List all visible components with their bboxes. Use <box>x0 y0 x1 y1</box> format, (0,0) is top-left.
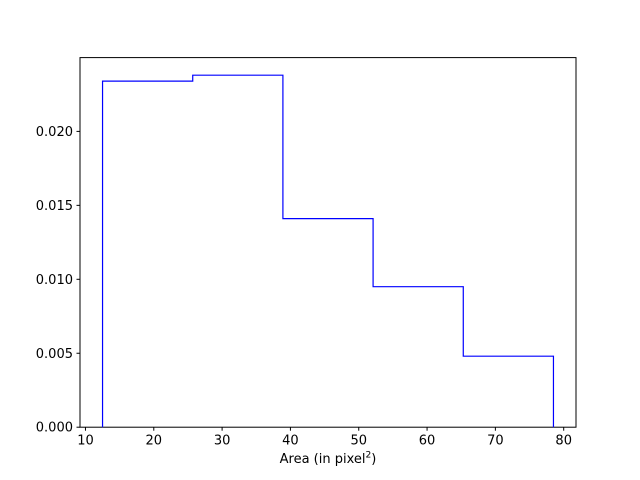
x-tick-label: 20 <box>146 434 163 449</box>
x-axis-label-suffix: ) <box>371 452 377 467</box>
x-axis-label: Area (in pixel2) <box>279 450 377 467</box>
y-tick-label: 0.005 <box>36 347 73 362</box>
x-axis-label-superscript: 2 <box>365 450 372 461</box>
x-tick-label: 80 <box>555 434 572 449</box>
x-tick-label: 30 <box>214 434 231 449</box>
plot-area-border <box>79 57 577 428</box>
y-tick-label: 0.000 <box>36 421 73 436</box>
x-axis-label-text: Area (in pixel <box>279 452 366 467</box>
x-tick-label: 10 <box>77 434 94 449</box>
y-tick-label: 0.020 <box>36 125 73 140</box>
x-tick-label: 70 <box>487 434 504 449</box>
y-tick-label: 0.015 <box>36 199 73 214</box>
x-tick-label: 50 <box>350 434 367 449</box>
histogram-step-line <box>101 74 555 428</box>
y-tick-label: 0.010 <box>36 273 73 288</box>
x-tick-label: 40 <box>282 434 299 449</box>
x-tick-label: 60 <box>419 434 436 449</box>
